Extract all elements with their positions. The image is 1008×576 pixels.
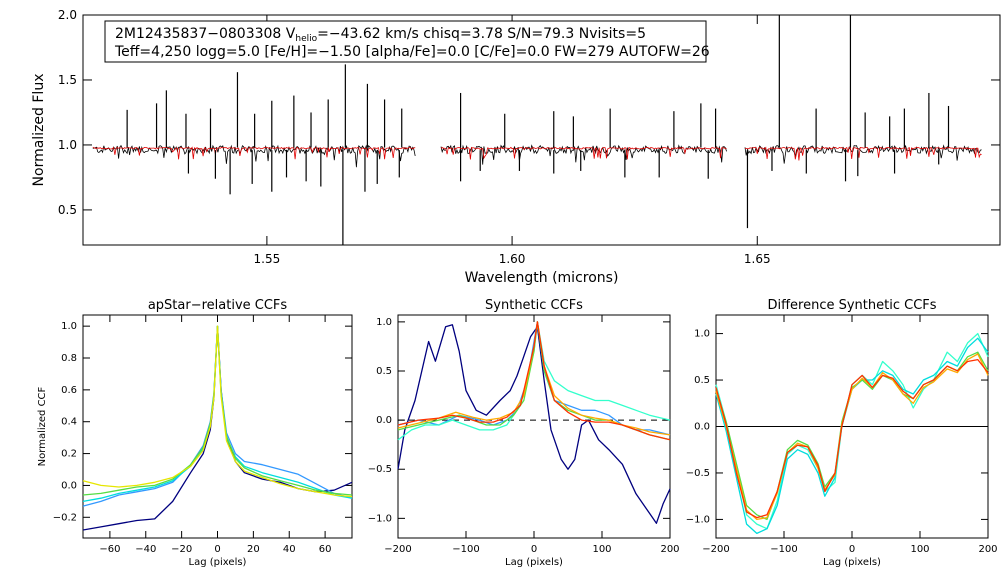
plot-frame xyxy=(82,14,1001,246)
y-tick-label: −1.0 xyxy=(368,513,392,524)
x-tick-label: 100 xyxy=(910,544,929,555)
plot-frame xyxy=(82,314,353,539)
y-tick-label: −0.5 xyxy=(686,468,710,479)
y-tick-label: 2.0 xyxy=(58,8,77,22)
model-spectrum-line xyxy=(440,146,727,160)
chart-title: Synthetic CCFs xyxy=(485,298,583,313)
spectrum-panel: 1.55 1.60 1.65 0.5 1.0 1.5 2.0 Wavelength (micr… xyxy=(31,8,1001,286)
y-tick-label: −0.5 xyxy=(368,464,392,475)
synthetic-ccf-panel: −200 −100 0 100 200 −1.0 −0.5 0.0 0.5 1.0 Syntheti… xyxy=(368,298,680,568)
x-tick-label: −100 xyxy=(452,544,479,555)
info-box-frame xyxy=(104,20,707,63)
x-tick-label: 1.60 xyxy=(499,252,526,266)
x-tick-label: −200 xyxy=(702,544,729,555)
x-tick-label: −40 xyxy=(135,544,156,555)
x-tick-label: 1.55 xyxy=(254,252,281,266)
y-tick-label: 0.5 xyxy=(58,203,77,217)
y-tick-label: 1.0 xyxy=(61,321,77,332)
x-tick-label: −200 xyxy=(384,544,411,555)
apstar-ccf-panel: −60 −40 −20 0 20 40 60 −0.2 0.0 0.2 0.4 0.6 0.8 1.0 ap… xyxy=(37,298,353,568)
x-tick-label: 40 xyxy=(283,544,296,555)
ccf-series-line xyxy=(715,358,989,519)
x-axis-label: Wavelength (microns) xyxy=(465,270,619,286)
model-spectrum-line xyxy=(92,146,416,160)
y-tick-label: 0.0 xyxy=(376,415,392,426)
x-tick-label: −20 xyxy=(171,544,192,555)
info-line-1: 2M12435837−0803308 Vhelio=−43.62 km/s ch… xyxy=(115,26,646,44)
chart-title: apStar−relative CCFs xyxy=(148,298,288,313)
x-axis-label: Lag (pixels) xyxy=(823,557,881,568)
y-tick-label: 1.0 xyxy=(694,329,710,340)
x-tick-label: 0 xyxy=(531,544,537,555)
observed-spectrum-line xyxy=(440,144,727,165)
ccf-series-line xyxy=(82,325,353,507)
x-tick-label: 200 xyxy=(660,544,679,555)
y-tick-label: 0.0 xyxy=(61,480,77,491)
observed-spectrum-line xyxy=(744,144,982,164)
y-tick-label: 0.5 xyxy=(694,375,710,386)
info-box: 2M12435837−0803308 Vhelio=−43.62 km/s ch… xyxy=(104,20,710,63)
y-tick-label: 0.8 xyxy=(61,353,77,364)
ccf-series-line xyxy=(82,325,353,498)
x-tick-label: 0 xyxy=(849,544,855,555)
info-velocity-stats: =−43.62 km/s chisq=3.78 S/N=79.3 Nvisits… xyxy=(317,26,646,42)
x-tick-label: 60 xyxy=(319,544,332,555)
ccf-series-line xyxy=(82,325,353,531)
x-tick-label: 100 xyxy=(592,544,611,555)
info-line-2: Teff=4,250 logg=5.0 [Fe/H]=−1.50 [alpha/… xyxy=(114,44,710,60)
y-tick-label: −0.2 xyxy=(53,512,77,523)
ccf-series-line xyxy=(715,332,989,530)
ccf-series-line xyxy=(397,324,671,524)
info-star-id: 2M12435837−0803308 V xyxy=(115,26,296,42)
chart-title: Difference Synthetic CCFs xyxy=(767,298,936,313)
y-tick-label: −1.0 xyxy=(686,514,710,525)
y-axis-label: Normalized Flux xyxy=(31,74,47,187)
y-tick-label: 1.0 xyxy=(58,138,77,152)
x-tick-label: 1.65 xyxy=(744,252,771,266)
y-tick-label: 0.4 xyxy=(61,417,77,428)
y-tick-label: 0.2 xyxy=(61,449,77,460)
x-tick-label: −100 xyxy=(770,544,797,555)
x-axis-label: Lag (pixels) xyxy=(505,557,563,568)
x-tick-label: 0 xyxy=(214,544,220,555)
y-tick-label: 1.0 xyxy=(376,317,392,328)
x-tick-label: 20 xyxy=(247,544,260,555)
ccf-series-line xyxy=(715,353,989,521)
ccf-series-line xyxy=(82,325,353,503)
y-tick-label: 1.5 xyxy=(58,73,77,87)
y-tick-label: 0.6 xyxy=(61,385,77,396)
x-tick-label: 200 xyxy=(978,544,997,555)
ccf-series-line xyxy=(82,325,353,496)
model-spectrum-line xyxy=(745,146,982,161)
x-tick-label: −60 xyxy=(99,544,120,555)
difference-ccf-panel: −200 −100 0 100 200 −1.0 −0.5 0.0 0.5 1.0 Differen… xyxy=(686,298,998,568)
ccf-series-line xyxy=(715,351,989,521)
y-axis-label: Normalized CCF xyxy=(37,386,48,466)
info-subscript: helio xyxy=(295,34,317,44)
y-tick-label: 0.5 xyxy=(376,366,392,377)
ccf-series-line xyxy=(397,321,671,441)
ccf-series-line xyxy=(715,337,989,535)
y-tick-label: 0.0 xyxy=(694,422,710,433)
x-axis-label: Lag (pixels) xyxy=(189,557,247,568)
